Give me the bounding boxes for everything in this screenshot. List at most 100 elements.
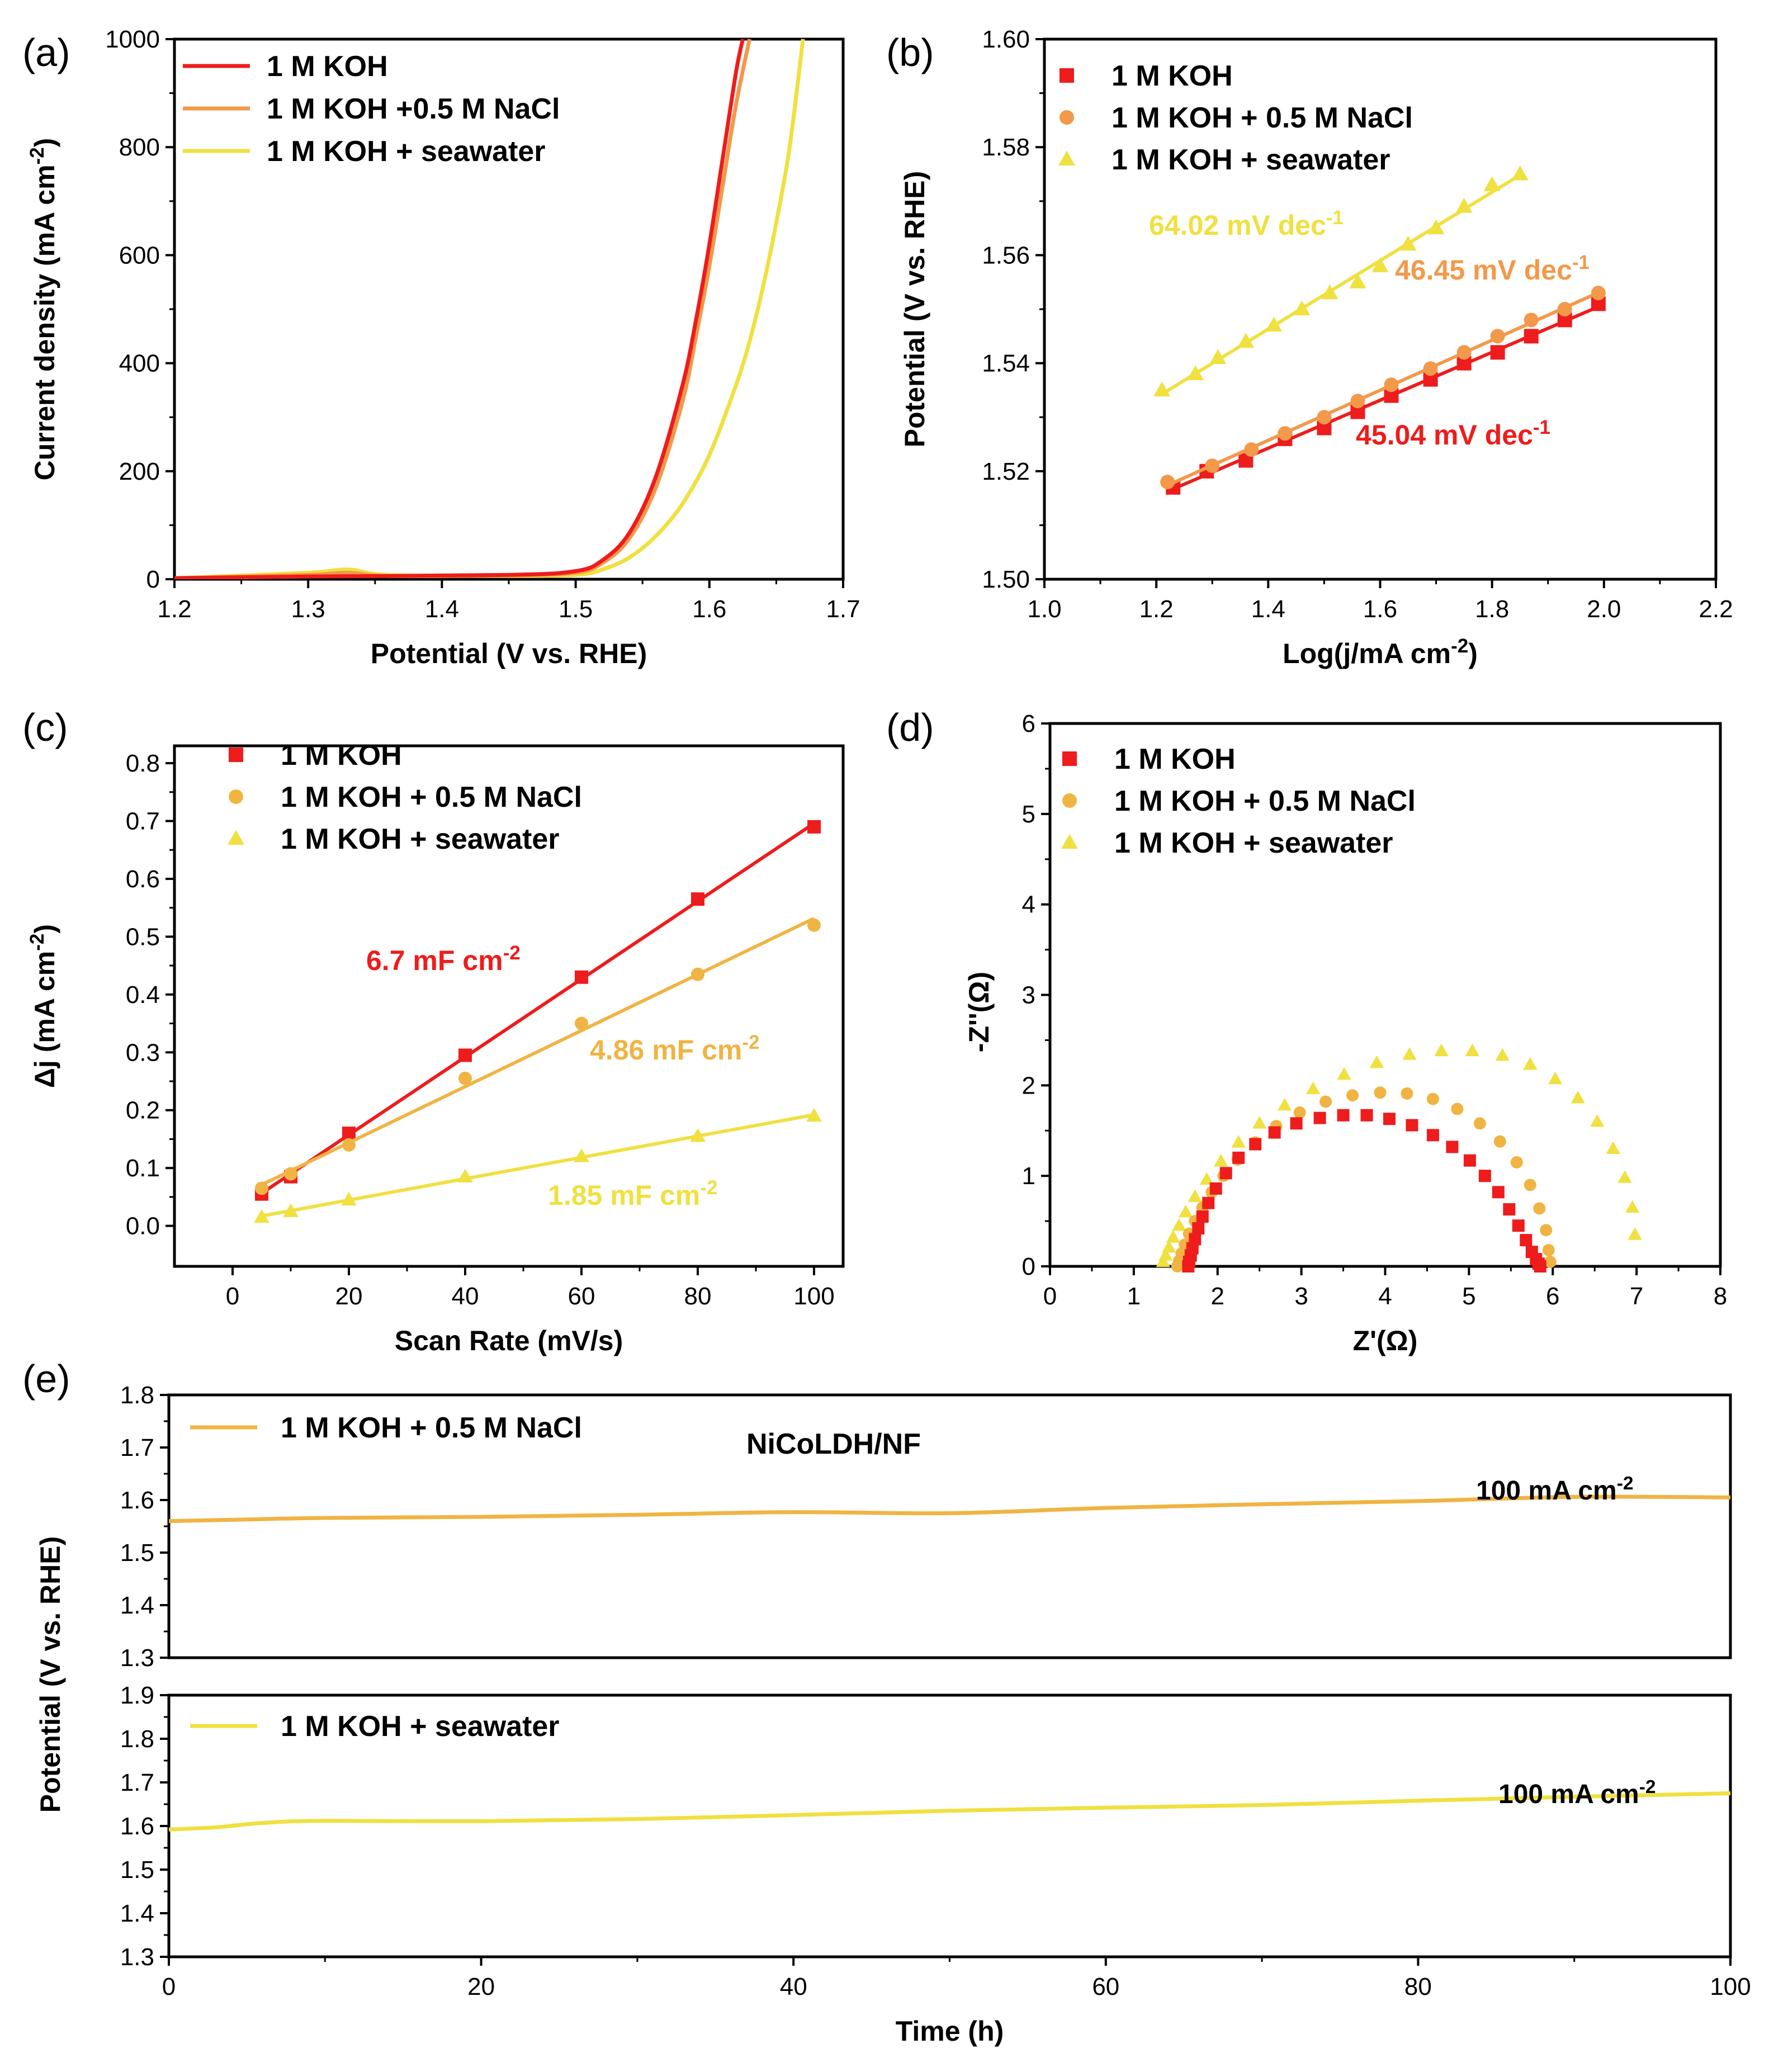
x-tick-label: 100 [793, 1283, 834, 1310]
data-point [1503, 1203, 1516, 1216]
legend-label: 1 M KOH + seawater [1111, 144, 1390, 176]
data-point [255, 1181, 268, 1195]
x-tick-label: 3 [1294, 1283, 1308, 1310]
x-tick-label: 1.4 [1251, 595, 1285, 623]
legend-label: 1 M KOH [1111, 60, 1233, 92]
data-point [1205, 458, 1220, 474]
y-tick-label: 0.8 [126, 750, 160, 777]
legend-marker [1058, 150, 1075, 166]
data-point [1492, 1186, 1505, 1199]
data-point [1160, 475, 1175, 490]
legend-label: 1 M KOH + 0.5 M NaCl [281, 781, 582, 813]
data-point [1520, 1234, 1532, 1247]
data-point [1542, 1243, 1555, 1256]
panel-label: (d) [886, 706, 934, 749]
data-point [342, 1127, 356, 1141]
x-tick-label: 1.0 [1027, 595, 1061, 623]
data-point [1313, 1111, 1326, 1124]
data-point [1402, 1047, 1417, 1060]
y-tick-label: 2 [1022, 1072, 1035, 1099]
data-point [1293, 300, 1311, 316]
data-point [1321, 284, 1338, 300]
data-point [1214, 1154, 1228, 1167]
y-tick-label: 0.6 [126, 865, 160, 893]
y-tick-label: 1.4 [120, 1592, 154, 1619]
y-axis-title: -Z''(Ω) [963, 972, 995, 1052]
data-point [1192, 1222, 1205, 1235]
data-point [807, 918, 821, 932]
data-point [1456, 345, 1472, 360]
y-tick-label: 400 [119, 350, 160, 377]
capacitance-annotation: 1.85 mF cm-2 [548, 1177, 718, 1212]
data-point [1524, 313, 1539, 328]
data-point [1350, 394, 1365, 409]
data-point [1349, 273, 1366, 288]
x-tick-label: 1.6 [692, 595, 726, 623]
y-tick-label: 1.8 [120, 1725, 154, 1753]
data-point [1511, 165, 1529, 181]
panel-a: 1.2 1.3 1.4 1.5 1.6 1.7 0 200 400 600 800 1000 Poten… [22, 26, 860, 669]
data-point [806, 1108, 822, 1122]
data-point [1495, 1048, 1510, 1061]
x-tick-label: 0 [1043, 1283, 1057, 1310]
data-point [1179, 1204, 1193, 1218]
panel-b: 1.0 1.2 1.4 1.6 1.8 2.0 2.2 1.50 1.52 1.54 1.56 1.5… [886, 26, 1733, 669]
data-point [1252, 1116, 1267, 1129]
y-tick-label: 1.54 [982, 350, 1030, 377]
data-point [1202, 1196, 1215, 1209]
data-point [283, 1203, 299, 1217]
legend-label: 1 M KOH + seawater [281, 823, 560, 855]
legend-label: 1 M KOH + 0.5 M NaCl [1111, 102, 1413, 134]
y-tick-label: 1.6 [120, 1487, 154, 1514]
series-line [174, 39, 751, 579]
x-tick-label: 80 [1404, 1973, 1432, 2000]
panel-e-top: 1.3 1.4 1.5 1.6 1.7 1.8 (e) 1 M KOH + 0.5 M NaC… [22, 1357, 1732, 1672]
data-point [1306, 1081, 1321, 1095]
data-point [1219, 1167, 1232, 1180]
x-tick-label: 20 [467, 1973, 495, 2000]
series-line [174, 39, 745, 579]
data-point [1571, 1090, 1585, 1104]
data-point [1231, 1135, 1246, 1148]
legend-label: 1 M KOH + 0.5 M NaCl [281, 1412, 582, 1444]
y-tick-label: 1.5 [120, 1539, 154, 1567]
y-tick-label: 6 [1022, 710, 1035, 737]
capacitance-annotation: 6.7 mF cm-2 [366, 942, 521, 977]
y-tick-label: 1.56 [982, 242, 1030, 269]
y-tick-label: 0 [1022, 1253, 1035, 1280]
data-point [1188, 1189, 1202, 1202]
plot-frame [173, 744, 845, 1268]
data-point [807, 820, 821, 834]
x-tick-label: 1.4 [425, 595, 459, 623]
data-point [1172, 1218, 1186, 1231]
y-tick-label: 0.0 [126, 1213, 160, 1240]
x-tick-label: 6 [1546, 1283, 1559, 1310]
x-tick-label: 1.7 [826, 595, 860, 623]
data-point [1278, 426, 1293, 441]
data-point [1540, 1224, 1553, 1237]
y-axis-title: Potential (V vs. RHE) [899, 171, 930, 448]
legend-marker [1059, 110, 1074, 125]
panel-label: (c) [22, 706, 68, 749]
legend-label: 1 M KOH [267, 50, 388, 83]
y-tick-label: 1.6 [120, 1813, 154, 1840]
y-tick-label: 0.3 [126, 1039, 160, 1066]
legend-marker [228, 830, 244, 845]
x-axis-title: Scan Rate (mV/s) [395, 1325, 623, 1356]
legend-marker [229, 789, 243, 804]
data-point [1606, 1141, 1620, 1154]
x-axis-title: Z'(Ω) [1353, 1325, 1418, 1356]
data-point [1187, 365, 1204, 380]
legend-marker [1061, 834, 1078, 849]
x-tick-label: 1.5 [559, 595, 593, 623]
x-tick-label: 1.2 [1139, 595, 1174, 623]
data-point [1244, 442, 1259, 457]
y-tick-label: 1.3 [120, 1644, 154, 1672]
x-tick-label: 8 [1714, 1283, 1727, 1310]
y-tick-label: 600 [119, 242, 160, 269]
data-point [1510, 1156, 1523, 1169]
data-point [691, 967, 704, 981]
x-tick-label: 1.8 [1475, 595, 1509, 623]
y-tick-label: 1.8 [120, 1382, 154, 1409]
data-point [1369, 1055, 1384, 1068]
